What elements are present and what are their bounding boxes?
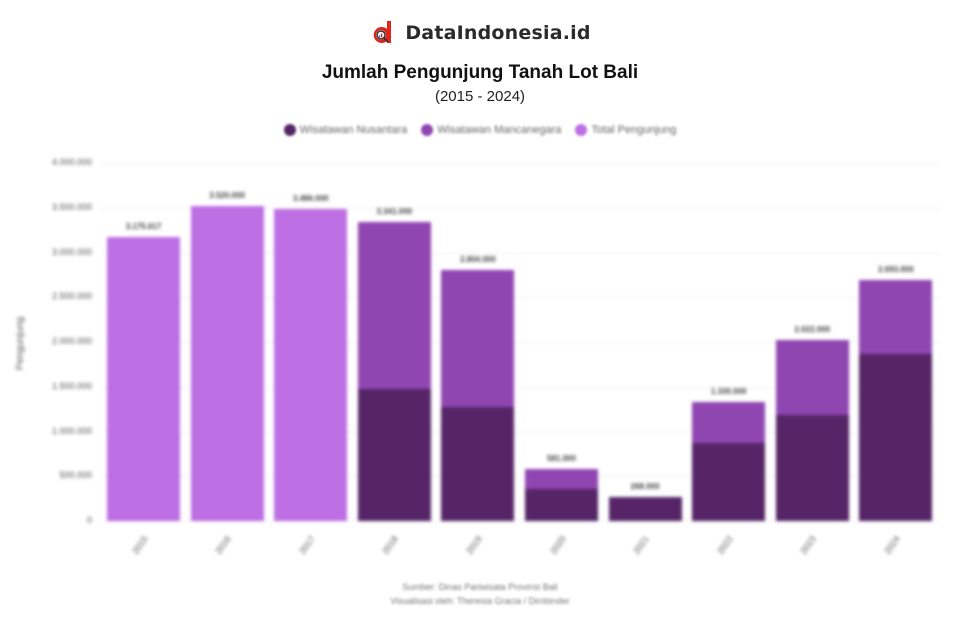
gridline	[100, 297, 940, 299]
y-tick-label: 3.500.000	[51, 201, 92, 212]
bar-value-label: 2.022.000	[794, 325, 831, 335]
bar-value-label: 268.000	[630, 482, 660, 491]
bar-segment[interactable]	[357, 221, 431, 389]
gridline	[100, 476, 940, 478]
bar-segment[interactable]	[190, 205, 264, 521]
legend-dot-icon	[421, 124, 434, 136]
bar-segment[interactable]	[775, 340, 849, 416]
chart-subtitle: (2015 - 2024)	[434, 88, 526, 105]
bar-segment[interactable]	[357, 388, 431, 521]
legend-item[interactable]: Total Pengunjung	[575, 124, 676, 136]
bar-segment[interactable]	[775, 415, 849, 521]
bar-segment[interactable]	[859, 353, 933, 521]
bar-segment[interactable]	[441, 406, 515, 521]
x-tick-label: 2022	[714, 533, 735, 557]
x-tick-label: 2020	[547, 533, 568, 557]
x-tick-label: 2023	[798, 533, 819, 557]
bar-segment[interactable]	[525, 488, 598, 521]
gridline	[100, 521, 940, 522]
credit-text: Visualisasi oleh: Theresia Gracia / Dimb…	[390, 596, 570, 606]
bar-value-label: 3.486.000	[292, 194, 329, 203]
legend-dot-icon	[283, 124, 296, 136]
chart-source: Sumber: Dinas Pariwisata Provinsi Bali V…	[0, 580, 960, 608]
x-tick-label: 2017	[296, 533, 317, 557]
y-tick-label: 1.500.000	[51, 380, 92, 391]
legend-item[interactable]: Wisatawan Nusantara	[283, 124, 408, 136]
y-tick-label: 1.000.000	[51, 425, 92, 436]
legend-item[interactable]: Wisatawan Mancanegara	[421, 124, 561, 136]
bar-segment[interactable]	[859, 279, 933, 354]
chart-title: Jumlah Pengunjung Tanah Lot Bali	[321, 62, 639, 83]
x-tick-label: 2016	[213, 533, 233, 557]
bar-value-label: 2.804.000	[460, 255, 496, 265]
gridline	[100, 252, 940, 254]
legend-dot-icon	[575, 124, 588, 136]
gridline	[100, 342, 940, 343]
bar-value-label: 2.693.000	[878, 264, 914, 274]
legend-label: Wisatawan Nusantara	[299, 124, 408, 136]
brand-name: DataIndonesia.id	[405, 22, 591, 44]
x-tick-label: 2024	[882, 533, 902, 557]
brand-header: DataIndonesia.id	[0, 20, 960, 46]
legend-label: Total Pengunjung	[591, 124, 677, 136]
bar-value-label: 1.330.000	[710, 386, 747, 396]
bar-value-label: 3.520.000	[209, 190, 245, 200]
y-tick-label: 4.000.000	[51, 157, 92, 167]
x-tick-label: 2021	[631, 533, 651, 557]
bar-segment[interactable]	[274, 209, 348, 521]
gridline	[100, 207, 940, 209]
datainonesia-logo-icon	[374, 21, 392, 43]
y-axis-label: Pengunjung	[15, 316, 27, 371]
x-tick-label: 2018	[380, 533, 401, 557]
y-tick-label: 2.000.000	[51, 336, 92, 346]
gridline	[100, 431, 940, 433]
bar-value-label: 581.000	[547, 454, 576, 463]
bar-segment[interactable]	[608, 497, 682, 521]
legend-label: Wisatawan Mancanegara	[437, 124, 562, 136]
bar-segment[interactable]	[441, 270, 515, 407]
bar-segment[interactable]	[107, 236, 180, 521]
y-tick-label: 0	[86, 515, 92, 525]
bar-value-label: 3.341.000	[376, 206, 413, 216]
y-tick-label: 3.000.000	[51, 246, 92, 257]
bar-segment[interactable]	[692, 443, 766, 521]
bar-value-label: 3.175.617	[125, 221, 162, 231]
bar-segment[interactable]	[692, 401, 766, 444]
bar-segment[interactable]	[525, 469, 598, 489]
x-tick-label: 2019	[464, 533, 484, 557]
gridline	[100, 163, 940, 164]
gridline	[100, 386, 940, 388]
y-tick-label: 500.000	[59, 470, 92, 481]
source-text: Sumber: Dinas Pariwisata Provinsi Bali	[402, 582, 558, 592]
y-tick-label: 2.500.000	[51, 291, 92, 302]
x-tick-label: 2015	[129, 533, 150, 557]
chart-legend: Wisatawan Nusantara Wisatawan Mancanegara…	[0, 124, 960, 136]
